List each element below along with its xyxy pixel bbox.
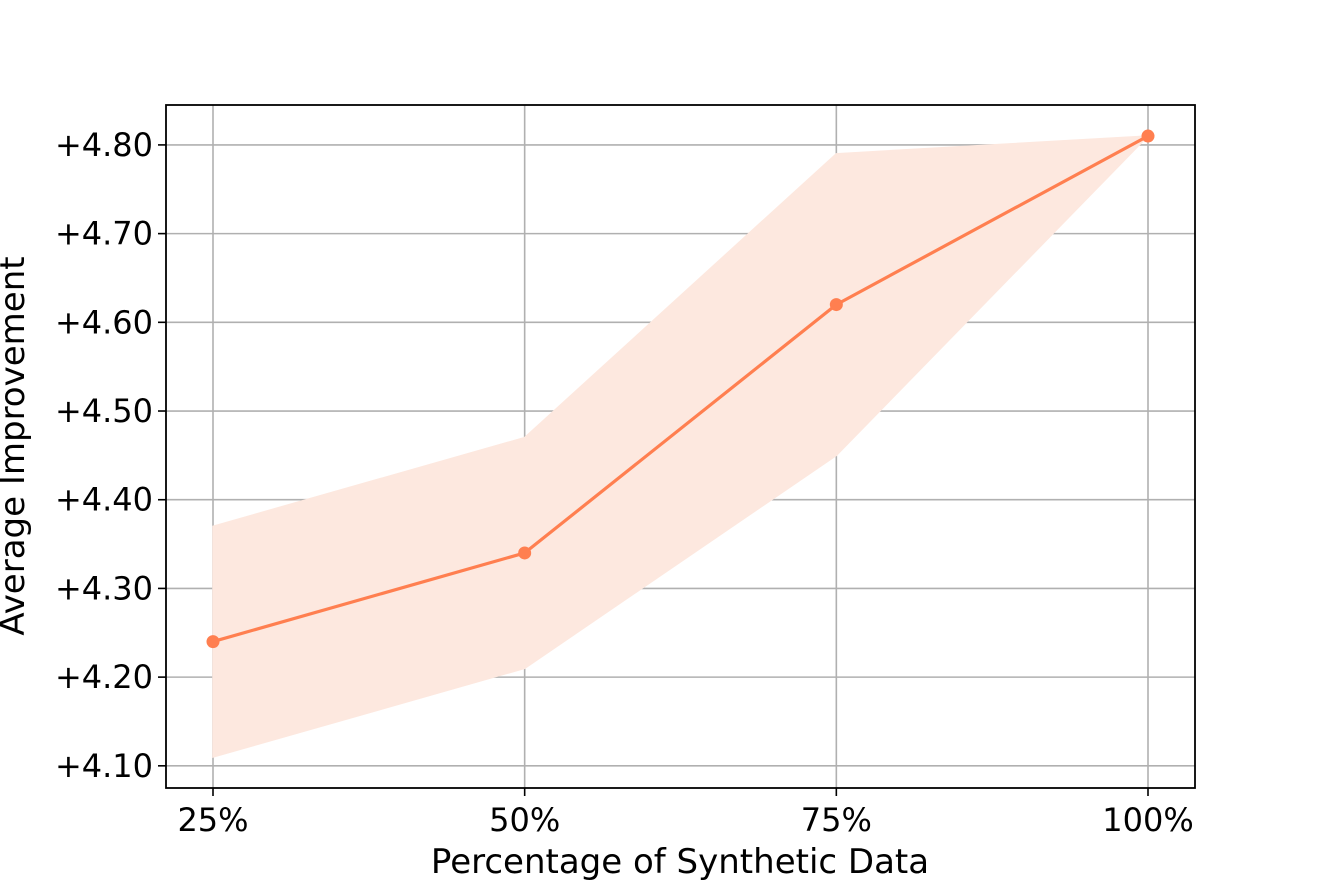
y-axis-title: Average Improvement [0,256,33,635]
confidence-band [212,135,1150,758]
y-tick-label: +4.60 [55,303,153,341]
x-axis-ticks: 25% 50% 75% 100% [177,788,1194,839]
data-point [1141,129,1155,143]
y-tick-label: +4.50 [55,392,153,430]
data-point [829,298,843,312]
x-tick-label: 50% [489,801,560,839]
y-tick-label: +4.30 [55,569,153,607]
y-tick-label: +4.70 [55,215,153,253]
confidence-band-layer [212,135,1150,758]
plot-area-frame [165,104,1196,789]
x-axis-title: Percentage of Synthetic Data [431,842,929,882]
series-line [212,134,1149,644]
series-line-layer [212,134,1149,644]
x-tick-label: 75% [801,801,872,839]
x-tick-label: 25% [177,801,248,839]
y-tick-label: +4.10 [55,747,153,785]
data-point [518,546,532,560]
y-axis-ticks: +4.10 +4.20 +4.30 +4.40 +4.50 +4.60 +4.70 +4.80 [55,126,166,785]
data-points-layer [206,129,1155,649]
y-tick-label: +4.20 [55,658,153,696]
y-tick-label: +4.80 [55,126,153,164]
x-tick-label: 100% [1102,801,1193,839]
data-point [206,635,220,649]
y-tick-label: +4.40 [55,481,153,519]
